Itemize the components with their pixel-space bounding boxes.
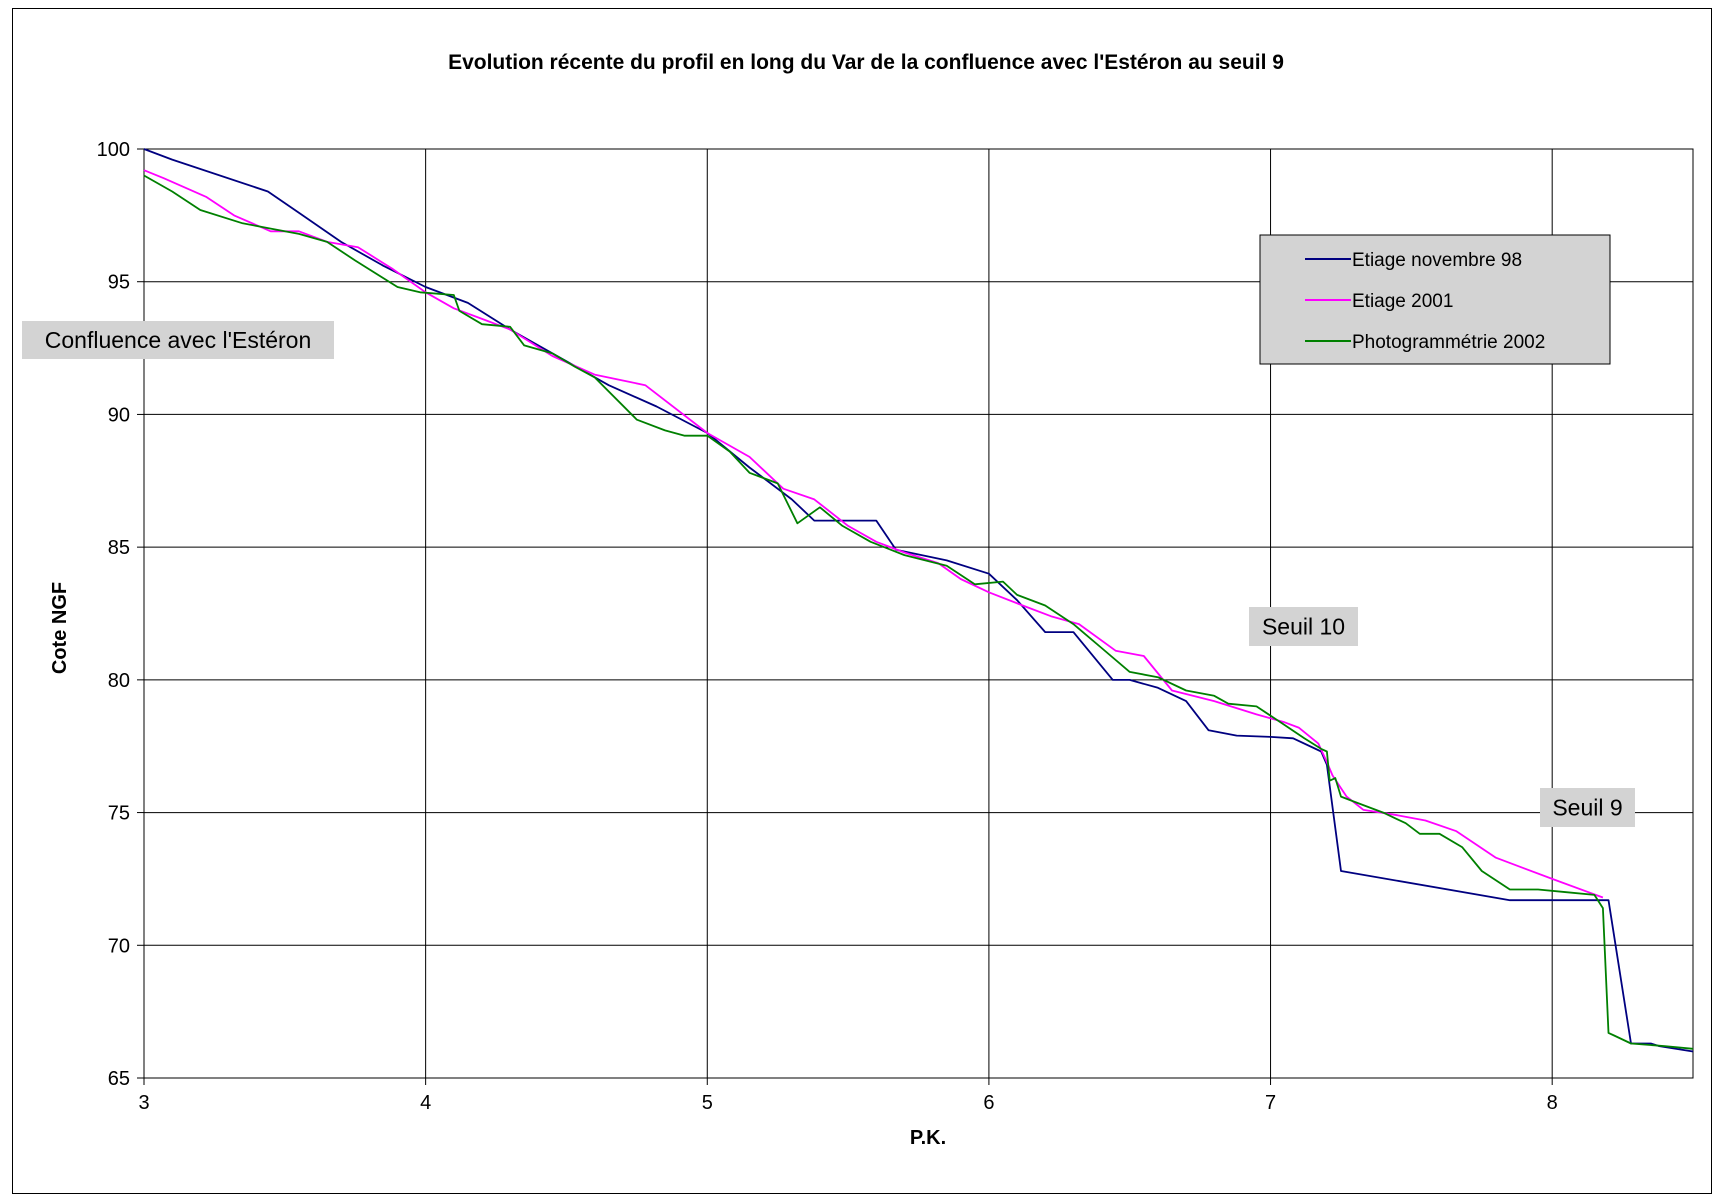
annotation-box [1540,788,1635,827]
chart-title: Evolution récente du profil en long du V… [448,51,1284,74]
x-tick-label: 8 [1547,1092,1558,1114]
annotation-box [1249,607,1358,646]
annotations: Confluence avec l'Estéron Seuil 10 Seuil 9 [22,321,1635,827]
annotation-box [22,321,334,359]
y-axis-title: Cote NGF [49,582,71,674]
series-layer [143,148,1694,1053]
y-tick-label: 80 [108,670,130,692]
x-tick-label: 4 [420,1092,431,1114]
x-tick-label: 6 [983,1092,994,1114]
y-tick-label: 95 [108,272,130,294]
annotation-label: Seuil 9 [1552,795,1622,821]
series-line-3 [143,174,1694,1050]
series-line-1 [143,148,1694,1053]
tick-labels: 3 4 5 6 7 8 65 70 75 80 85 90 95 100 [97,139,1558,1114]
x-tick-label: 5 [702,1092,713,1114]
x-axis-title: P.K. [910,1127,946,1149]
y-tick-label: 85 [108,537,130,559]
y-tick-label: 70 [108,935,130,957]
x-tick-label: 7 [1265,1092,1276,1114]
y-tick-label: 65 [108,1068,130,1090]
legend-entry: Photogrammétrie 2002 [1352,332,1545,353]
annotation-label: Confluence avec l'Estéron [45,327,312,353]
legend-entry: Etiage 2001 [1352,291,1453,312]
annotation-label: Seuil 10 [1262,614,1345,640]
legend-entry: Etiage novembre 98 [1352,250,1522,271]
x-tick-label: 3 [138,1092,149,1114]
y-tick-label: 90 [108,404,130,426]
legend: Etiage novembre 98 Etiage 2001 Photogrammé… [1259,234,1611,365]
y-tick-label: 100 [97,139,130,161]
y-tick-label: 75 [108,803,130,825]
